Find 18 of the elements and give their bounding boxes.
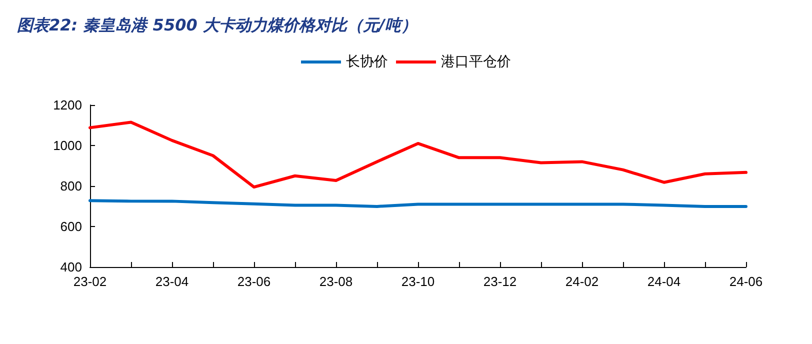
y-tick-label: 1200 [53,98,82,112]
x-tick-label: 23-02 [73,274,107,289]
x-tick-label: 24-06 [729,274,763,289]
x-tick-label: 23-04 [155,274,189,289]
x-tick-label: 24-04 [647,274,681,289]
y-tick-label: 1000 [53,138,82,153]
x-tick-label: 23-10 [401,274,435,289]
x-tick-label: 23-12 [483,274,517,289]
x-tick-label: 23-08 [319,274,353,289]
chart-title: 图表22: 秦皇岛港 5500 大卡动力煤价格对比（元/吨） [17,16,417,34]
legend-label: 长协价 [346,54,388,70]
y-tick-label: 400 [60,260,82,274]
x-tick-label: 23-06 [237,274,271,289]
line-series [88,120,748,189]
y-tick-label: 600 [60,219,82,234]
legend-label: 港口平仓价 [441,54,511,70]
y-tick-label: 800 [60,178,82,194]
x-tick-label: 24-02 [565,274,599,289]
